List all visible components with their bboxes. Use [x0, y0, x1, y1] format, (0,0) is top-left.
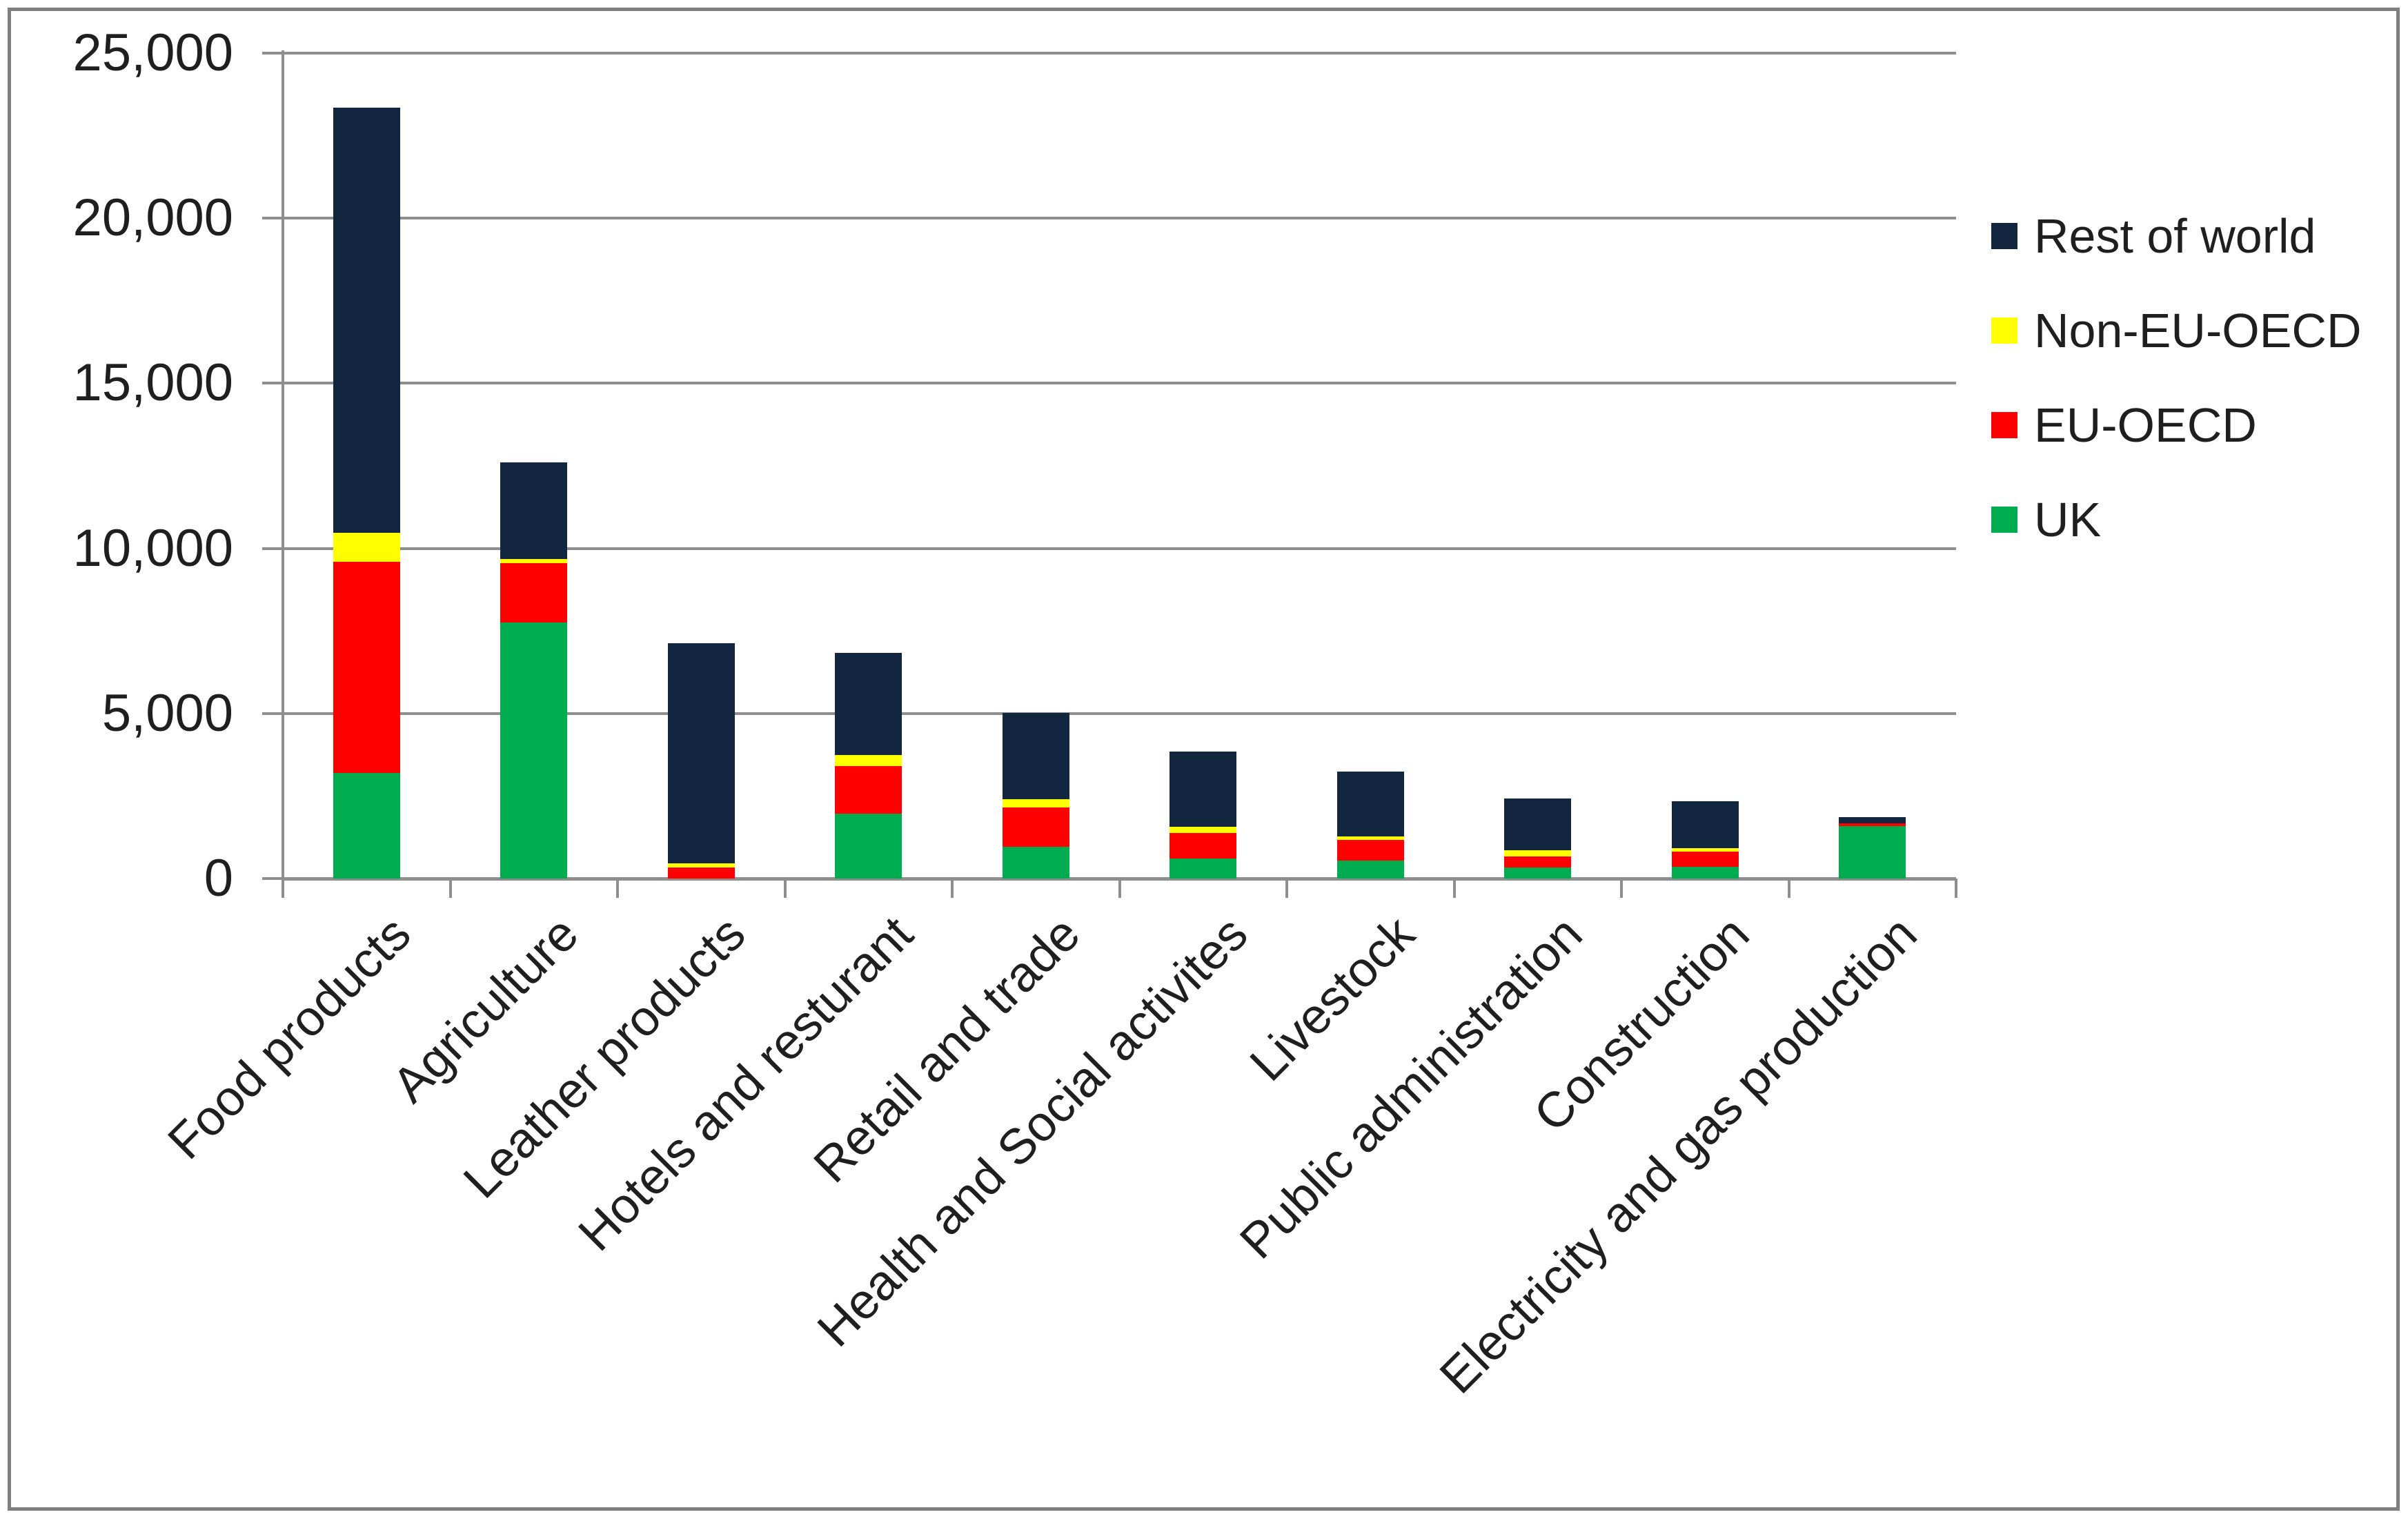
- y-gridline: [283, 712, 1956, 715]
- bar-segment-uk: [835, 813, 902, 879]
- bar-segment-eu-oecd: [1170, 833, 1237, 859]
- bar-segment-rest-of-world: [1504, 798, 1572, 851]
- legend-label: Non-EU-OECD: [2034, 304, 2362, 357]
- x-axis-tick: [282, 879, 284, 898]
- x-axis-tick: [1620, 879, 1623, 898]
- bar-segment-rest-of-world: [1839, 817, 1906, 824]
- bar-segment-eu-oecd: [1839, 823, 1906, 826]
- legend-swatch: [1991, 223, 2017, 249]
- bar-segment-non-eu-oecd: [333, 532, 400, 562]
- bar-segment-uk: [500, 623, 568, 879]
- y-gridline: [283, 52, 1956, 55]
- legend-item-non-eu-oecd: Non-EU-OECD: [1991, 304, 2362, 357]
- x-axis-tick: [783, 879, 787, 898]
- bar-segment-eu-oecd: [500, 563, 568, 623]
- x-axis-tick: [1452, 879, 1456, 898]
- y-gridline: [283, 382, 1956, 385]
- x-axis-tick: [1787, 879, 1790, 898]
- bar-segment-eu-oecd: [1002, 807, 1069, 847]
- bar-segment-rest-of-world: [1170, 752, 1237, 827]
- y-tick-label: 0: [204, 849, 233, 908]
- bar-segment-uk: [1170, 859, 1237, 879]
- y-tick-label: 25,000: [72, 23, 233, 82]
- bar-segment-rest-of-world: [1336, 771, 1404, 836]
- y-axis-tick: [262, 547, 283, 550]
- bar-segment-uk: [1671, 866, 1739, 879]
- y-tick-label: 5,000: [101, 683, 233, 743]
- bar-segment-rest-of-world: [1671, 801, 1739, 848]
- x-axis-tick: [616, 879, 619, 898]
- x-axis-tick: [448, 879, 452, 898]
- y-axis-tick: [262, 877, 283, 880]
- y-tick-label: 20,000: [72, 188, 233, 248]
- bar-segment-eu-oecd: [667, 868, 735, 879]
- y-axis-tick: [262, 52, 283, 55]
- y-tick-label: 10,000: [72, 518, 233, 578]
- x-axis-tick: [1285, 879, 1288, 898]
- bar-segment-eu-oecd: [1336, 840, 1404, 861]
- legend-label: UK: [2034, 493, 2102, 547]
- y-gridline: [283, 547, 1956, 550]
- bar-segment-non-eu-oecd: [500, 559, 568, 564]
- y-tick-label: 15,000: [72, 353, 233, 413]
- legend-label: EU-OECD: [2034, 398, 2257, 452]
- bar-segment-non-eu-oecd: [1336, 836, 1404, 840]
- bar-segment-uk: [1839, 825, 1906, 879]
- bar-segment-rest-of-world: [333, 108, 400, 533]
- bar-segment-uk: [1504, 867, 1572, 879]
- bar-segment-eu-oecd: [1504, 856, 1572, 868]
- x-axis-tick: [1955, 879, 1957, 898]
- legend: Rest of world Non-EU-OECD EU-OECD UK: [1991, 209, 2362, 588]
- y-axis-tick: [262, 217, 283, 220]
- bar-segment-non-eu-oecd: [1504, 850, 1572, 856]
- bar-segment-eu-oecd: [835, 766, 902, 814]
- bar-segment-non-eu-oecd: [1002, 799, 1069, 808]
- bar-segment-uk: [1002, 846, 1069, 879]
- legend-label: Rest of world: [2034, 209, 2316, 263]
- bar-segment-non-eu-oecd: [1671, 847, 1739, 852]
- legend-item-eu-oecd: EU-OECD: [1991, 398, 2362, 452]
- bar-segment-eu-oecd: [333, 561, 400, 773]
- bar-segment-uk: [1336, 860, 1404, 879]
- y-gridline: [283, 217, 1956, 220]
- bar-segment-uk: [333, 772, 400, 879]
- bar-segment-rest-of-world: [667, 643, 735, 863]
- legend-swatch: [1991, 412, 2017, 438]
- bar-segment-eu-oecd: [1671, 851, 1739, 867]
- y-axis-tick: [262, 382, 283, 385]
- y-axis-line: [282, 50, 284, 895]
- legend-swatch: [1991, 317, 2017, 344]
- bar-segment-rest-of-world: [500, 462, 568, 560]
- legend-swatch: [1991, 507, 2017, 533]
- x-axis-tick: [1118, 879, 1121, 898]
- x-axis-tick: [951, 879, 954, 898]
- legend-item-rest-of-world: Rest of world: [1991, 209, 2362, 263]
- y-axis-tick: [262, 712, 283, 715]
- bar-segment-rest-of-world: [1002, 713, 1069, 800]
- legend-item-uk: UK: [1991, 493, 2362, 547]
- bar-segment-rest-of-world: [835, 652, 902, 755]
- bar-segment-non-eu-oecd: [1170, 827, 1237, 834]
- bar-segment-non-eu-oecd: [667, 863, 735, 868]
- bar-segment-non-eu-oecd: [835, 754, 902, 767]
